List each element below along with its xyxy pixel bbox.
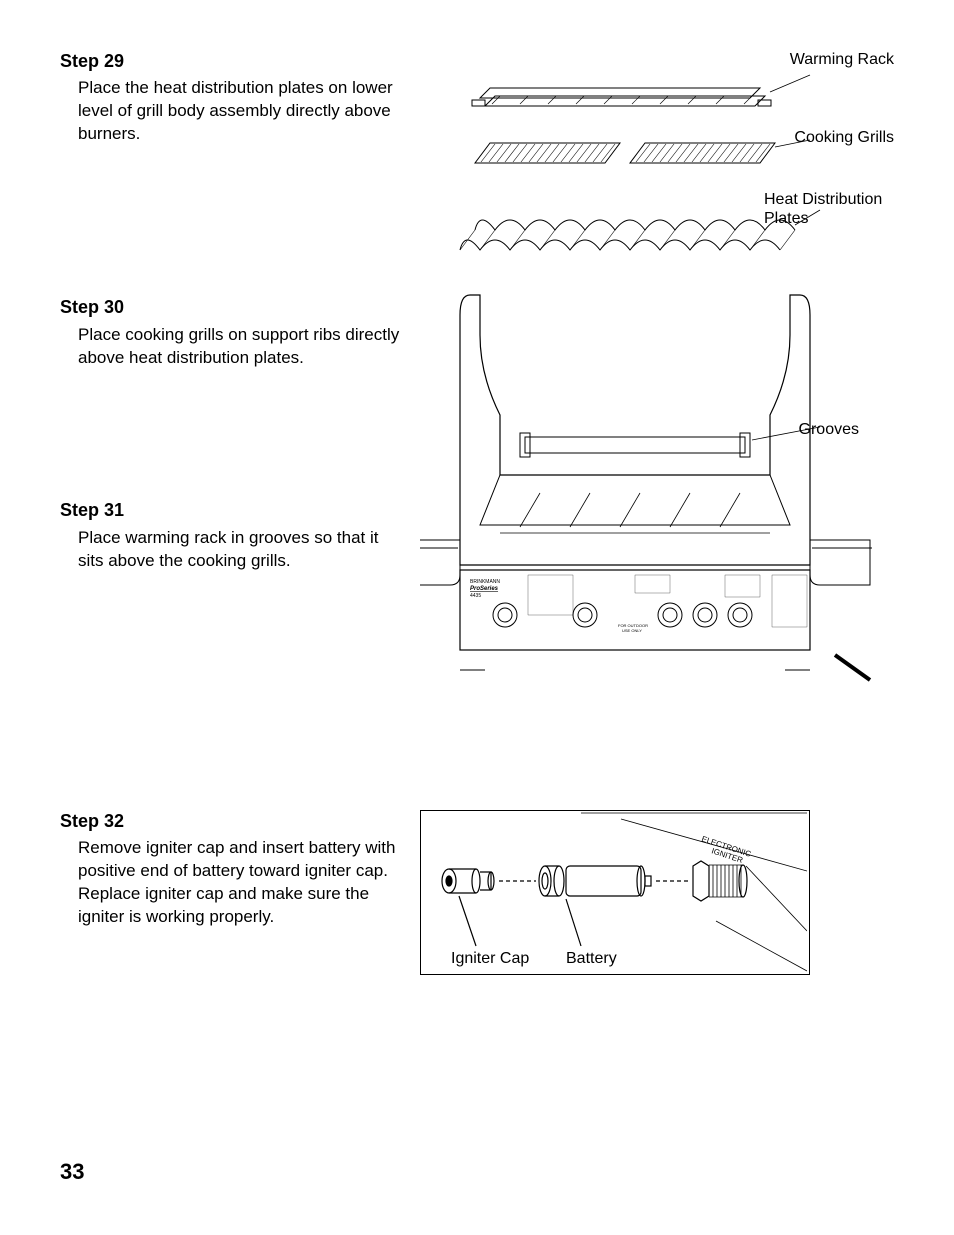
callout-grooves: Grooves (799, 420, 859, 439)
callout-heat-plates: Heat Distribution Plates (764, 190, 904, 228)
callout-cooking-grills: Cooking Grills (794, 128, 894, 147)
exploded-diagram-svg: BRINKMANN ProSeries 4435 FOR OUTDOOR USE… (420, 50, 890, 710)
svg-text:USE ONLY: USE ONLY (622, 628, 642, 633)
steps-column-top: Step 29 Place the heat distribution plat… (60, 50, 400, 597)
label-battery: Battery (566, 950, 617, 968)
exploded-diagram: Warming Rack Cooking Grills Heat Distrib… (420, 50, 894, 710)
step-30-title: Step 30 (60, 296, 400, 319)
step-30: Step 30 Place cooking grills on support … (60, 296, 400, 369)
steps-column-bottom: Step 32 Remove igniter cap and insert ba… (60, 810, 400, 953)
bottom-section: Step 32 Remove igniter cap and insert ba… (60, 810, 894, 975)
callout-warming-rack: Warming Rack (790, 50, 894, 69)
step-29-body: Place the heat distribution plates on lo… (60, 77, 400, 146)
step-31-body: Place warming rack in grooves so that it… (60, 527, 400, 573)
svg-text:4435: 4435 (470, 593, 481, 599)
page-number: 33 (60, 1159, 84, 1185)
step-29: Step 29 Place the heat distribution plat… (60, 50, 400, 146)
svg-text:BRINKMANN: BRINKMANN (470, 579, 500, 585)
igniter-diagram: ELECTRONIC IGNITER Igniter Cap Battery (420, 810, 810, 975)
top-section: Step 29 Place the heat distribution plat… (60, 50, 894, 710)
step-32-body: Remove igniter cap and insert battery wi… (60, 837, 400, 929)
igniter-diagram-col: ELECTRONIC IGNITER Igniter Cap Battery (420, 810, 894, 975)
step-32: Step 32 Remove igniter cap and insert ba… (60, 810, 400, 929)
label-igniter-cap: Igniter Cap (451, 950, 529, 968)
step-32-title: Step 32 (60, 810, 400, 833)
step-31: Step 31 Place warming rack in grooves so… (60, 499, 400, 572)
step-31-title: Step 31 (60, 499, 400, 522)
svg-text:ProSeries: ProSeries (470, 586, 499, 592)
step-30-body: Place cooking grills on support ribs dir… (60, 324, 400, 370)
igniter-diagram-svg: ELECTRONIC IGNITER (421, 811, 807, 972)
step-29-title: Step 29 (60, 50, 400, 73)
